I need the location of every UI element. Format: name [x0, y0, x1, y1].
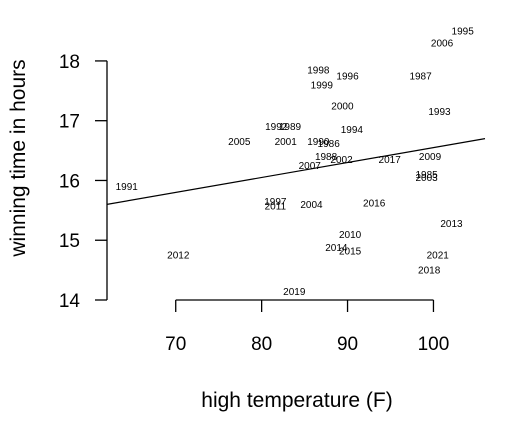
data-point-label: 1990	[307, 137, 330, 148]
data-point-label: 2009	[419, 152, 442, 163]
x-tick-label: 100	[418, 334, 450, 355]
data-point-label: 2012	[167, 251, 190, 262]
data-point-label: 2019	[283, 287, 306, 298]
y-axis-ticks: 14 15 16 17 18	[59, 52, 107, 312]
data-point-label: 1999	[311, 80, 334, 91]
data-point-label: 1992	[265, 122, 288, 133]
y-tick-label: 16	[59, 171, 80, 192]
data-point-label: 1998	[307, 65, 330, 76]
data-point-label: 2000	[331, 101, 354, 112]
data-point-label: 1994	[341, 125, 364, 136]
data-point-label: 1987	[409, 71, 432, 82]
data-point-label: 1985	[415, 170, 438, 181]
data-point-label: 2007	[299, 161, 322, 172]
data-point-label: 1995	[452, 27, 475, 38]
data-point-label: 2014	[325, 243, 348, 254]
data-point-label: 2001	[275, 137, 298, 148]
data-point-label: 2015	[339, 246, 362, 257]
data-point-label: 2002	[330, 155, 353, 166]
data-point-label: 1986	[318, 139, 341, 150]
regression-line	[106, 138, 486, 205]
y-tick-label: 18	[59, 52, 80, 73]
x-axis: 70 80 90 100	[165, 299, 449, 355]
data-point-label: 1988	[315, 152, 338, 163]
x-tick-label: 70	[165, 334, 186, 355]
y-tick-label: 14	[59, 291, 81, 312]
data-point-label: 2011	[265, 202, 287, 213]
data-point-label: 1991	[116, 182, 139, 193]
y-tick-label: 17	[59, 112, 80, 133]
data-point-label: 1996	[336, 71, 359, 82]
data-point-label: 2003	[415, 173, 438, 184]
data-point-label: 2006	[431, 39, 454, 50]
data-point-label: 1997	[264, 197, 287, 208]
data-point-label: 1993	[428, 107, 451, 118]
data-point-label: 2017	[379, 155, 402, 166]
x-tick-label: 90	[337, 334, 358, 355]
x-axis-title: high temperature (F)	[201, 389, 392, 412]
data-point-label: 2004	[300, 200, 323, 211]
x-tick-label: 80	[251, 334, 272, 355]
data-point-label: 2010	[339, 230, 362, 241]
data-point-label: 2013	[440, 219, 463, 230]
data-point-label: 2005	[228, 137, 251, 148]
data-point-label: 2018	[418, 266, 441, 277]
y-tick-label: 15	[59, 231, 80, 252]
x-axis-ticks: 70 80 90 100	[165, 300, 449, 355]
data-point-label: 2021	[427, 251, 450, 262]
y-axis-title: winning time in hours	[7, 59, 30, 257]
data-point-label: 2016	[363, 199, 386, 210]
data-point-label: 1989	[279, 122, 302, 133]
y-axis: 14 15 16 17 18	[59, 52, 108, 312]
